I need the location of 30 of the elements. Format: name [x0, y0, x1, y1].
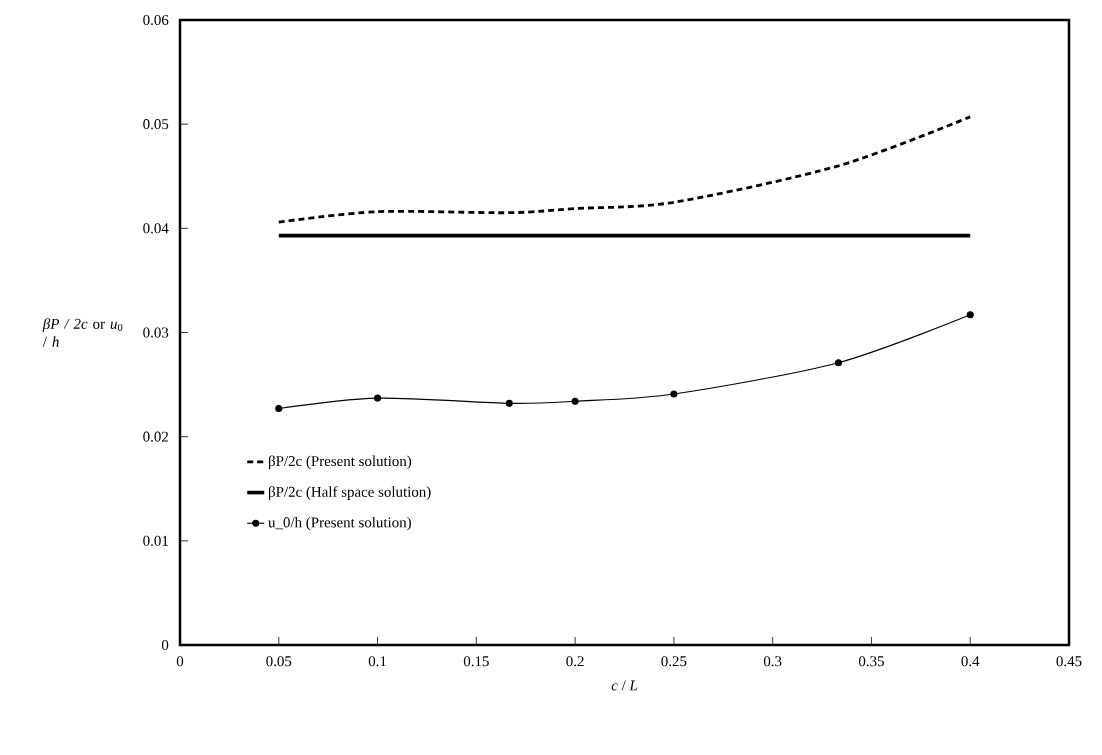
point — [670, 390, 678, 398]
point — [571, 397, 579, 405]
legend-label: βP/2c (Half space solution) — [268, 486, 431, 500]
x-tick-label: 0.2 — [566, 656, 584, 667]
point — [505, 399, 513, 407]
line-series — [277, 115, 972, 224]
legend-label: βP/2c (Present solution) — [268, 455, 412, 470]
x-tick-label: 0.45 — [1056, 656, 1082, 667]
text: βP / 2c or u$_{0}$ / h — [42, 318, 123, 347]
x-tick-label: 0.35 — [858, 656, 884, 667]
y-tick-label: 0.05 — [143, 119, 169, 130]
y-tick-label: 0.06 — [143, 14, 169, 26]
legend-label: u_0/h (Present solution) — [268, 516, 411, 531]
y-tick-label: 0.04 — [143, 223, 169, 234]
point — [275, 404, 283, 413]
x-tick-label: 0.1 — [368, 656, 386, 667]
point — [834, 359, 843, 367]
point — [966, 311, 974, 319]
y-tick-label: 0.02 — [143, 431, 168, 442]
y-tick-label: 0.01 — [143, 535, 168, 546]
x-tick-label: 0.4 — [961, 656, 980, 667]
x-tick-label: 0.3 — [763, 656, 782, 667]
x-tick-label: 0.05 — [266, 656, 292, 667]
x-tick-label: 0.25 — [661, 656, 687, 667]
y-tick-label: 0.03 — [143, 327, 169, 338]
x-tick-label: 0.15 — [463, 656, 489, 667]
x-tick-label: 0 — [176, 656, 184, 667]
x-axis-title: c / L — [611, 680, 638, 691]
y-tick-label: 0 — [161, 639, 169, 651]
point — [374, 394, 382, 402]
